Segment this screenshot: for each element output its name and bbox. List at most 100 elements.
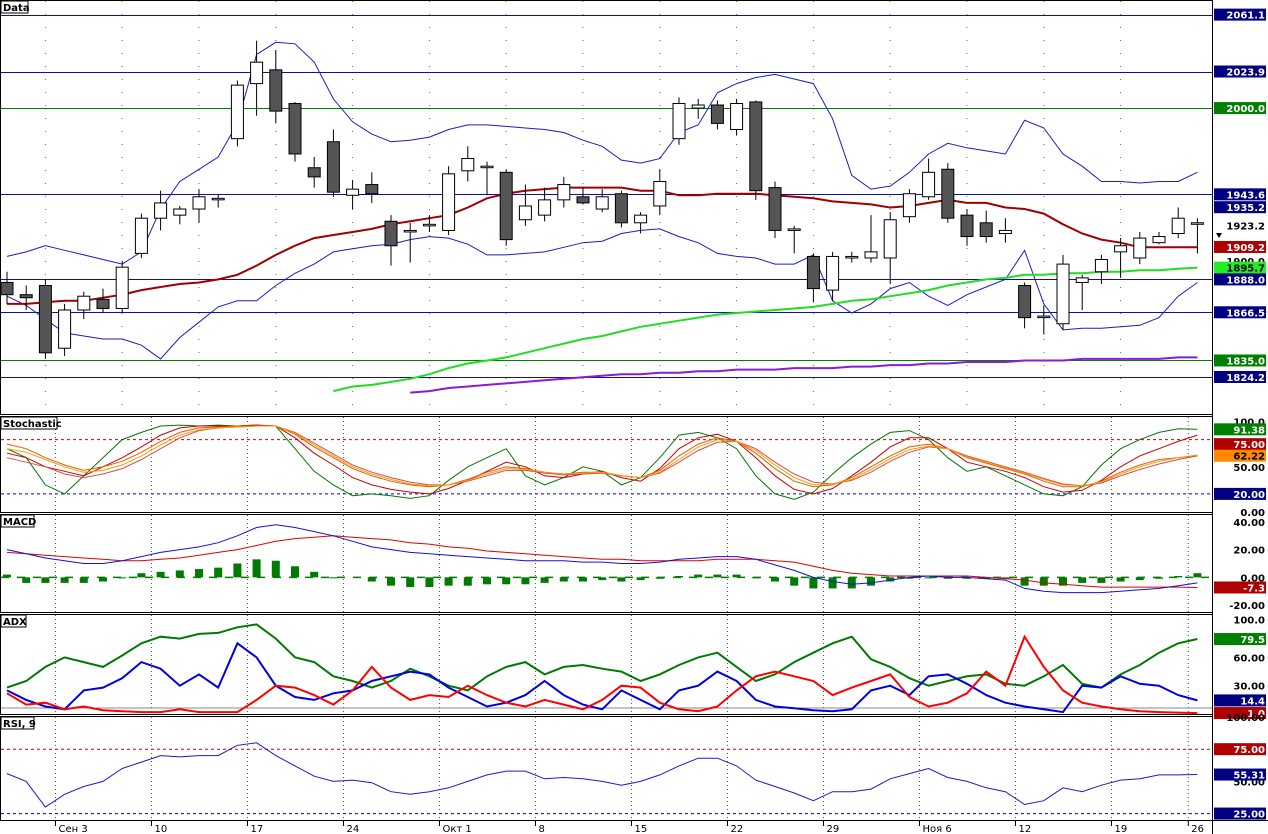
- short-moving-average-line: [7, 186, 1198, 305]
- stochastic-value-label-bg: [1214, 487, 1266, 500]
- x-axis-label: 29: [827, 824, 840, 834]
- macd-histogram-bar: [156, 571, 165, 578]
- price-label-bg: [1214, 306, 1266, 319]
- macd-histogram-bar: [367, 577, 376, 582]
- price-label: 1923.2: [1226, 222, 1265, 233]
- candle-body: [365, 184, 379, 195]
- macd-histogram-bar: [99, 577, 107, 582]
- macd-histogram-bar: [617, 577, 626, 582]
- candle-body: [1114, 245, 1128, 253]
- macd-histogram-bar: [1001, 577, 1010, 579]
- macd-tick-label: 0.00: [1240, 573, 1265, 584]
- stochastic-value-label: 62.22: [1233, 452, 1265, 463]
- price-label: 1824.2: [1226, 373, 1265, 384]
- stochastic-tick-label: 100.0: [1233, 418, 1265, 429]
- candle-body: [845, 255, 859, 259]
- long-moving-average-line: [410, 356, 1198, 394]
- candle-body: [326, 141, 340, 193]
- stochastic-tick-label: 50.00: [1233, 463, 1265, 474]
- macd-histogram-bar: [924, 577, 933, 579]
- rsi-tick-label: 50.00: [1233, 777, 1265, 788]
- candle-body: [557, 184, 571, 201]
- adx-tick-label: 30.00: [1233, 682, 1265, 693]
- price-label-bg: [1214, 354, 1266, 367]
- candle-body: [384, 220, 398, 247]
- candle-body: [806, 255, 820, 290]
- macd-tick-label: 20.00: [1233, 546, 1265, 557]
- price-label: 1835.0: [1226, 356, 1265, 367]
- macd-histogram-bar: [214, 567, 223, 578]
- x-axis-label: Сен 3: [59, 824, 88, 834]
- stochastic-line: [6, 424, 1198, 495]
- macd-histogram-bar: [1097, 577, 1106, 583]
- candle-body: [38, 285, 52, 354]
- macd-histogram-bar: [195, 569, 203, 578]
- macd-histogram-bar: [444, 577, 453, 586]
- price-label: 1935.2: [1226, 203, 1265, 214]
- candle-body: [442, 173, 456, 231]
- candle-body: [902, 193, 916, 218]
- macd-histogram-bar: [598, 577, 607, 581]
- price-label-bg: [1214, 240, 1266, 253]
- stochastic-value-label: 20.00: [1233, 490, 1265, 501]
- candle-body: [19, 294, 33, 299]
- candle-body: [480, 165, 494, 169]
- candle-body: [307, 167, 321, 178]
- macd-histogram-bar: [579, 577, 587, 582]
- candle-body: [96, 298, 110, 309]
- rsi-value-label: 25.00: [1233, 810, 1265, 821]
- stochastic-value-label-bg: [1214, 449, 1266, 462]
- macd-histogram-bar: [463, 577, 472, 586]
- adx-line: [6, 641, 1198, 714]
- x-axis-label: 12: [1019, 824, 1032, 834]
- macd-histogram-bar: [905, 577, 914, 579]
- candle-body: [422, 223, 436, 227]
- macd-histogram-bar: [425, 577, 434, 588]
- price-label: 2000.0: [1226, 104, 1265, 115]
- candle-body: [730, 102, 744, 130]
- macd-value-label: -7.3: [1243, 583, 1265, 594]
- candle-body: [77, 295, 91, 311]
- candle-body: [864, 251, 878, 259]
- price-title-bg: [0, 0, 29, 14]
- x-axis-label: 26: [1191, 824, 1204, 834]
- candle-body: [1152, 236, 1166, 244]
- price-label-bg: [1214, 370, 1266, 383]
- candle-body: [691, 104, 705, 109]
- candle-body: [595, 196, 609, 210]
- candle-body: [1171, 217, 1185, 235]
- candle-body: [1094, 259, 1108, 273]
- macd-histogram-bar: [521, 577, 530, 585]
- bollinger-upper-line: [6, 41, 1198, 265]
- candle-body: [1056, 263, 1070, 325]
- stochastic-value-label: 75.00: [1233, 440, 1265, 451]
- x-axis-label: 15: [635, 824, 648, 834]
- candle-body: [499, 171, 513, 241]
- macd-histogram-bar: [406, 577, 415, 588]
- macd-histogram-bar: [982, 577, 991, 579]
- x-axis-label: 17: [251, 824, 264, 834]
- candle-body: [230, 84, 244, 140]
- price-label: 1888.0: [1226, 275, 1265, 286]
- price-label: 1895.7: [1226, 264, 1265, 275]
- macd-histogram-bar: [771, 577, 779, 582]
- x-axis-label: 22: [731, 824, 744, 834]
- macd-histogram-bar: [387, 577, 395, 586]
- macd-tick-label: -20.00: [1229, 601, 1265, 612]
- rsi-value-label-bg: [1214, 743, 1266, 756]
- adx-value-label: 79.5: [1240, 635, 1265, 646]
- candle-body: [634, 214, 648, 224]
- candle-body: [749, 101, 763, 192]
- stochastic-value-label: 91.38: [1233, 425, 1265, 436]
- price-label: 1866.5: [1226, 308, 1265, 319]
- macd-histogram-bar: [540, 577, 549, 583]
- macd-histogram-bar: [828, 577, 837, 589]
- candle-body: [288, 102, 302, 155]
- candle-body: [979, 222, 993, 238]
- macd-histogram-bar: [1193, 573, 1202, 578]
- candle-body: [518, 205, 532, 221]
- candle-body: [576, 196, 590, 204]
- adx-value-label-bg: [1214, 694, 1266, 707]
- candle-body: [653, 180, 667, 207]
